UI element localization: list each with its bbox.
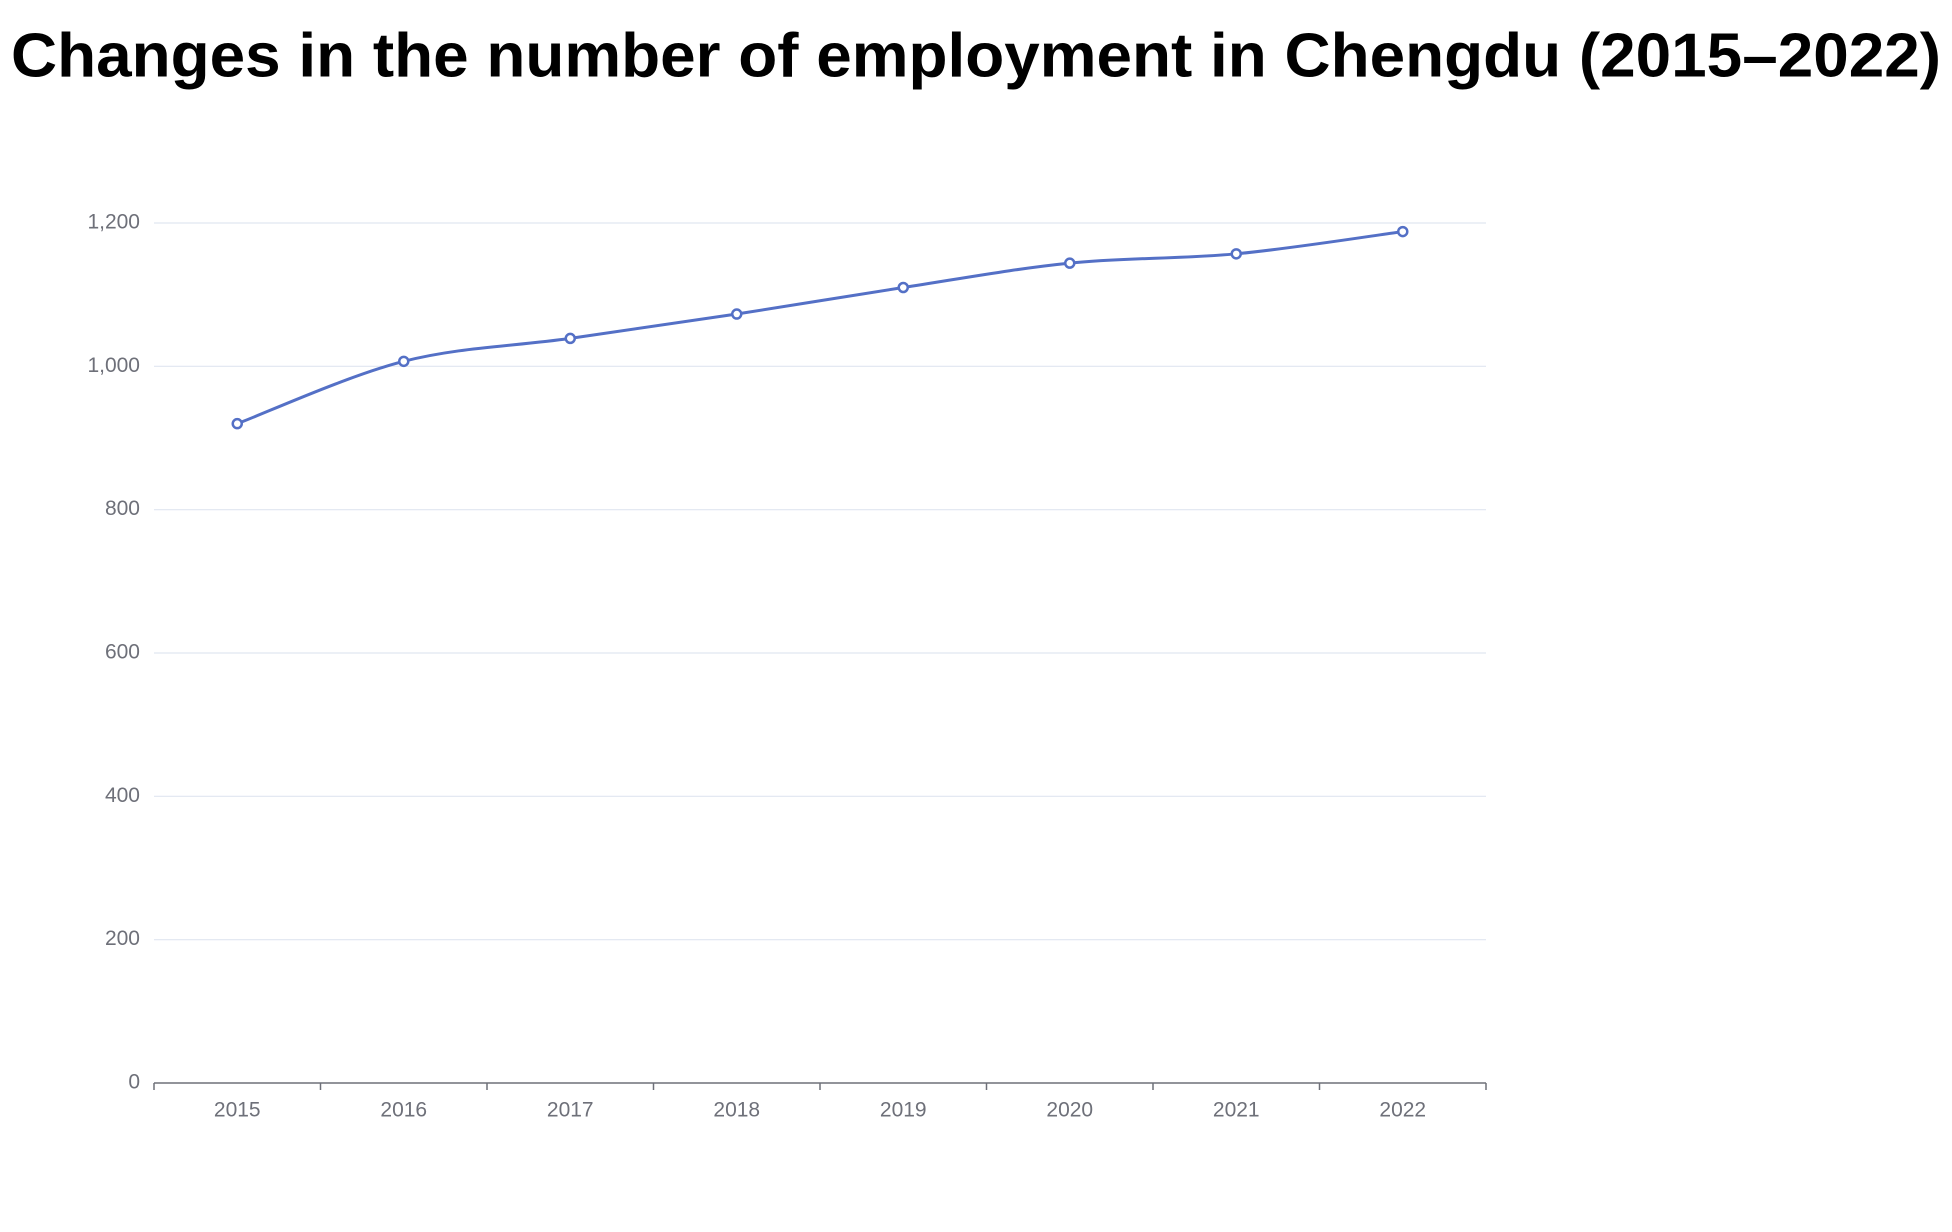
point: [731, 308, 743, 320]
point: [564, 332, 576, 345]
y-tick-label: 1,000: [87, 354, 140, 377]
x-tick-label: 2016: [380, 1099, 427, 1122]
x-tick-label: 2017: [547, 1099, 594, 1122]
x-tick-label: 2018: [713, 1099, 760, 1122]
y-tick-label: 1,200: [87, 211, 140, 234]
x-tick-label: 2015: [214, 1099, 261, 1122]
y-tick-label: 400: [105, 784, 140, 807]
point: [897, 281, 909, 294]
chart-title: Changes in the number of employment in C…: [11, 21, 1941, 90]
line: [236, 230, 1403, 426]
point: [398, 355, 410, 368]
point: [1064, 257, 1076, 269]
x-tick-label: 2019: [880, 1099, 927, 1122]
point: [231, 417, 243, 430]
point: [1397, 225, 1409, 238]
x-tick-label: 2022: [1379, 1099, 1426, 1122]
point: [1230, 248, 1242, 260]
x-tick-label: 2020: [1046, 1099, 1093, 1122]
y-tick-label: 200: [105, 927, 140, 950]
y-tick-label: 600: [105, 641, 140, 664]
y-tick-label: 0: [128, 1071, 140, 1094]
y-tick-label: 800: [105, 497, 140, 520]
x-tick-label: 2021: [1213, 1099, 1260, 1122]
